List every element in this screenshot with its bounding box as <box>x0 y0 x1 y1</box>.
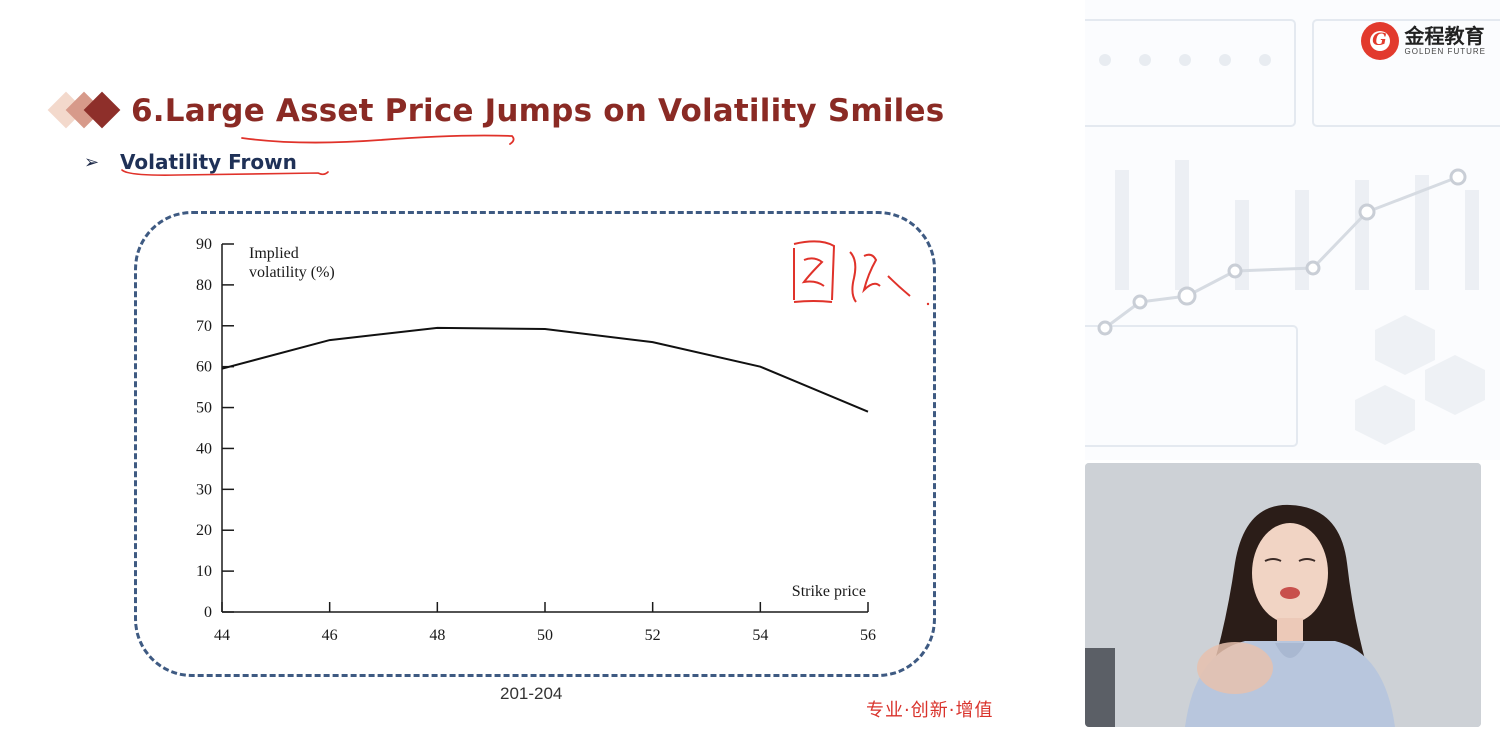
x-tick-label: 46 <box>322 627 338 644</box>
y-axis-title-line2: volatility (%) <box>249 264 335 281</box>
y-axis-title-line1: Implied <box>249 245 299 262</box>
x-tick-label: 48 <box>429 627 445 644</box>
slide: 6.Large Asset Price Jumps on Volatility … <box>45 84 994 721</box>
arrow-bullet-icon: ➢ <box>84 151 100 173</box>
decorative-infographic <box>1085 19 1500 447</box>
y-tick-label: 30 <box>196 481 212 498</box>
y-tick-label: 0 <box>204 604 212 621</box>
title-diamond-icon <box>45 84 123 138</box>
brand-name-cn: 金程教育 <box>1404 24 1485 48</box>
x-tick-label: 54 <box>752 627 768 644</box>
handwritten-red-annotation <box>793 240 930 306</box>
volatility-frown-chart: 0 10 20 30 40 50 60 70 80 90 44 46 48 50 52 54 56 Implied… <box>196 236 876 644</box>
implied-volatility-line <box>221 326 869 413</box>
bullet-text: Volatility Frown <box>120 150 297 174</box>
presenter-figure <box>1085 463 1481 727</box>
y-tick-label: 80 <box>196 277 212 294</box>
y-tick-label: 40 <box>196 440 212 457</box>
bullet-handwritten-underline <box>121 169 329 176</box>
bullet-item: ➢ Volatility Frown <box>84 150 297 174</box>
presenter-video <box>1085 463 1481 727</box>
title-handwritten-underline <box>241 134 515 145</box>
x-tick-label: 50 <box>537 627 553 644</box>
x-axis-title: Strike price <box>792 583 866 600</box>
slogan: 专业·创新·增值 <box>866 700 994 721</box>
slide-title: 6.Large Asset Price Jumps on Volatility … <box>131 93 945 129</box>
x-tick-label: 56 <box>860 627 876 644</box>
chart-dashed-frame <box>134 211 936 677</box>
y-tick-label: 50 <box>196 400 212 417</box>
x-tick-label: 44 <box>214 627 230 644</box>
brand-name-en: GOLDEN FUTURE <box>1404 47 1486 56</box>
y-tick-label: 90 <box>196 236 212 253</box>
y-tick-label: 10 <box>196 563 212 580</box>
y-tick-label: 60 <box>196 359 212 376</box>
y-tick-label: 70 <box>196 318 212 335</box>
slide-header: 6.Large Asset Price Jumps on Volatility … <box>45 84 944 138</box>
brand-logo: G 金程教育 GOLDEN FUTURE <box>1360 22 1486 60</box>
golden-future-logo-icon: G <box>1360 22 1399 60</box>
page-reference: 201-204 <box>500 684 563 703</box>
x-tick-label: 52 <box>645 627 661 644</box>
y-tick-label: 20 <box>196 522 212 539</box>
background-decoration: G 金程教育 GOLDEN FUTURE <box>1085 0 1500 460</box>
